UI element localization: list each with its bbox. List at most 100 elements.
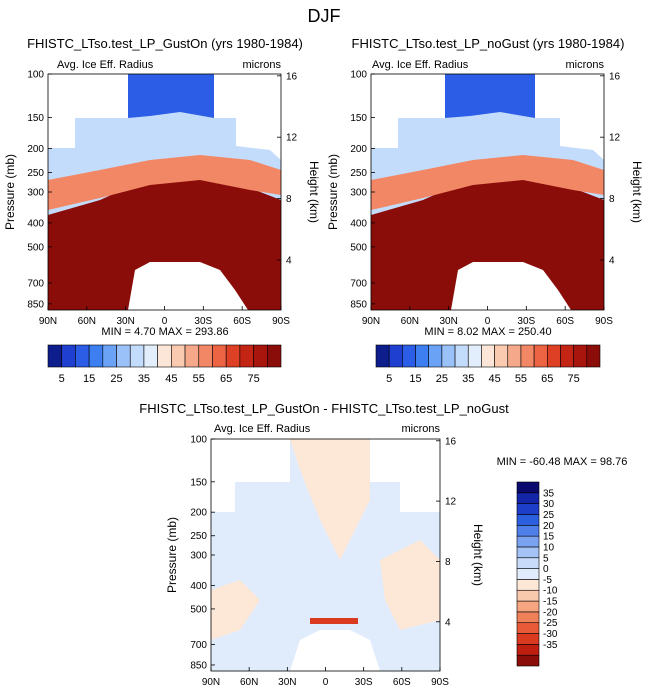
y-tick-label: 300 bbox=[350, 188, 367, 199]
colorbar-box bbox=[481, 344, 495, 368]
y-tick-label: 300 bbox=[190, 551, 207, 562]
y-tick-label: 200 bbox=[190, 508, 207, 519]
cold-core bbox=[128, 74, 214, 118]
units-label: microns bbox=[565, 59, 604, 71]
y-tick-label-right: 8 bbox=[445, 557, 451, 568]
colorbar-box bbox=[143, 344, 158, 368]
y-tick-labels-right: 16 12 8 4 bbox=[436, 436, 457, 628]
x-tick-label: 90S bbox=[595, 316, 613, 327]
x-tick-label: 30N bbox=[278, 677, 296, 688]
cold-core bbox=[445, 74, 535, 118]
colorbar-label: -30 bbox=[543, 629, 558, 640]
colorbar-label: 55 bbox=[193, 373, 205, 385]
positive-blob bbox=[211, 580, 260, 640]
colorbar-label: -5 bbox=[543, 575, 552, 586]
y-tick-label: 250 bbox=[27, 168, 44, 179]
heatmap-area bbox=[210, 438, 441, 672]
stats-label: MIN = 4.70 MAX = 293.86 bbox=[101, 326, 228, 338]
y-tick-label-right: 4 bbox=[445, 617, 451, 628]
x-tick-label: 30S bbox=[355, 677, 373, 688]
colorbar-box bbox=[454, 344, 469, 368]
y-tick-label-right: 12 bbox=[445, 497, 457, 508]
colorbar-box bbox=[573, 344, 588, 368]
x-tick-label: 90N bbox=[362, 316, 380, 327]
colorbar-label: 25 bbox=[436, 373, 448, 385]
colorbar-label: -10 bbox=[543, 586, 558, 597]
colorbar-box bbox=[225, 344, 241, 368]
panel-title: FHISTC_LTso.test_LP_GustOn (yrs 1980-198… bbox=[27, 36, 303, 51]
colorbar-label: 35 bbox=[543, 488, 555, 499]
colorbar-label: 15 bbox=[409, 373, 421, 385]
colorbar-label: 5 bbox=[543, 553, 549, 564]
colorbar-box bbox=[516, 633, 540, 645]
colorbar-label: -20 bbox=[543, 607, 558, 618]
x-tick-label: 90S bbox=[272, 316, 290, 327]
surface-mask bbox=[290, 630, 380, 671]
colorbar-box bbox=[184, 344, 200, 368]
x-tick-label: 60N bbox=[401, 316, 419, 327]
y-tick-labels: 100 150 200 250 300 400 500 700 850 bbox=[190, 435, 215, 671]
y-tick-label-right: 16 bbox=[286, 71, 298, 82]
units-label: microns bbox=[242, 59, 281, 71]
colorbar-label: 55 bbox=[515, 373, 527, 385]
colorbar-label: 75 bbox=[247, 373, 259, 385]
colorbar-box bbox=[516, 503, 540, 515]
colorbar-box bbox=[239, 344, 254, 368]
colorbar-label: -15 bbox=[543, 597, 558, 608]
y-tick-label: 400 bbox=[190, 581, 207, 592]
positive-blob bbox=[380, 540, 440, 630]
y-tick-labels: 100 150 200 250 300 400 500 700 850 bbox=[350, 70, 375, 310]
y-axis-label: Pressure (mb) bbox=[165, 517, 179, 593]
panel-difference: FHISTC_LTso.test_LP_GustOn - FHISTC_LTso… bbox=[139, 401, 627, 688]
colorbar-box bbox=[441, 344, 456, 368]
x-tick-labels: 90N 60N 30N 0 30S 60S 90S bbox=[362, 306, 613, 327]
colorbar-box bbox=[157, 344, 172, 368]
y-axis-label-right: Height (km) bbox=[471, 524, 485, 586]
y-tick-label: 150 bbox=[27, 113, 44, 124]
colorbar-label: 5 bbox=[386, 373, 392, 385]
colorbar-label: 25 bbox=[110, 373, 122, 385]
y-tick-label-right: 12 bbox=[609, 133, 621, 144]
y-tick-label: 100 bbox=[27, 70, 44, 81]
y-tick-label-right: 8 bbox=[609, 194, 615, 205]
x-tick-labels: 90N 60N 30N 0 30S 60S 90S bbox=[39, 306, 290, 327]
y-tick-label: 300 bbox=[27, 188, 44, 199]
colorbar: 5 15 25 35 45 55 65 75 bbox=[375, 344, 601, 385]
colorbar-box bbox=[102, 344, 117, 368]
colorbar-box bbox=[546, 344, 561, 368]
y-tick-label: 500 bbox=[190, 604, 207, 615]
y-tick-label: 700 bbox=[190, 640, 207, 651]
panel-title: FHISTC_LTso.test_LP_GustOn - FHISTC_LTso… bbox=[139, 401, 509, 416]
colorbar-box bbox=[516, 568, 540, 580]
colorbar-box bbox=[516, 579, 540, 591]
x-tick-label: 30S bbox=[517, 316, 535, 327]
colorbar-label: 75 bbox=[568, 373, 580, 385]
y-tick-labels: 100 150 200 250 300 400 500 700 850 bbox=[27, 70, 52, 310]
variable-label: Avg. Ice Eff. Radius bbox=[57, 59, 154, 71]
colorbar-label: -25 bbox=[543, 618, 558, 629]
x-tick-label: 30N bbox=[116, 316, 134, 327]
colorbar-label: 45 bbox=[488, 373, 500, 385]
colorbar-box bbox=[253, 344, 268, 368]
colorbar-box bbox=[198, 344, 213, 368]
variable-label: Avg. Ice Eff. Radius bbox=[214, 423, 311, 435]
colorbar-box bbox=[516, 481, 540, 494]
colorbar-box bbox=[516, 611, 540, 624]
x-tick-label: 0 bbox=[162, 316, 168, 327]
colorbar-box bbox=[266, 344, 282, 368]
x-tick-label: 60N bbox=[78, 316, 96, 327]
stats-label: MIN = 8.02 MAX = 250.40 bbox=[424, 326, 551, 338]
colorbar-box bbox=[415, 344, 430, 368]
y-tick-label: 250 bbox=[350, 168, 367, 179]
y-tick-label: 400 bbox=[27, 218, 44, 229]
y-tick-label: 150 bbox=[190, 477, 207, 488]
colorbar-label: -35 bbox=[543, 640, 558, 651]
panel-no-gust: FHISTC_LTso.test_LP_noGust (yrs 1980-198… bbox=[326, 36, 644, 385]
surface-mask bbox=[451, 262, 571, 310]
colorbar-box bbox=[516, 524, 540, 537]
colorbar-label: 5 bbox=[59, 373, 65, 385]
surface-mask bbox=[128, 262, 248, 310]
y-tick-label: 700 bbox=[350, 279, 367, 290]
colorbar-box bbox=[586, 344, 601, 368]
